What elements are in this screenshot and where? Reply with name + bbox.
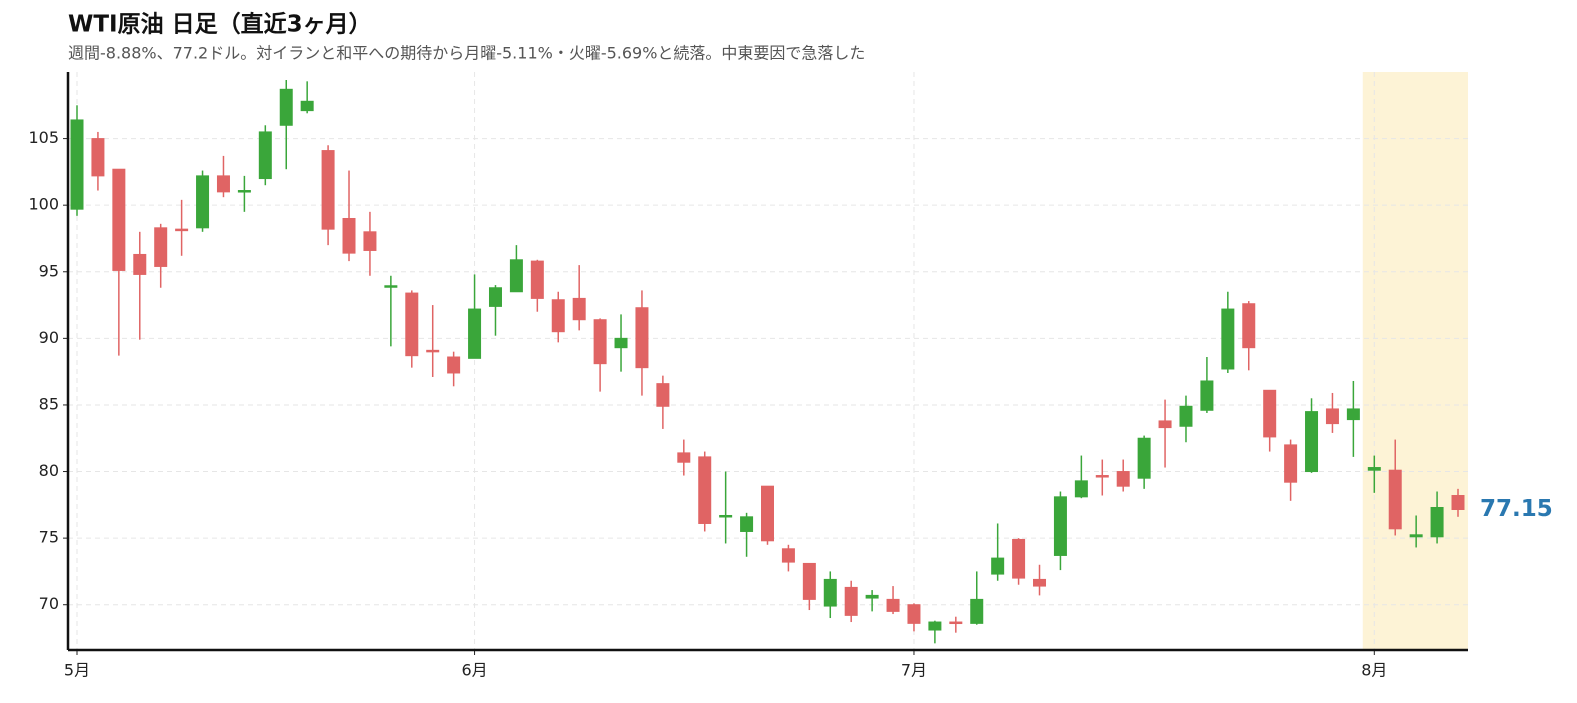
- candle-body: [509, 259, 523, 293]
- candle-body: [1158, 420, 1172, 429]
- candle-body: [468, 308, 482, 359]
- candle-body: [551, 299, 565, 333]
- candle-body: [91, 138, 105, 177]
- candle-body: [719, 514, 733, 518]
- candle-body: [823, 578, 837, 607]
- y-tick-label: 80: [39, 461, 59, 480]
- candle-body: [928, 621, 942, 631]
- candle-body: [1179, 405, 1193, 427]
- x-tick-label: 8月: [1361, 661, 1387, 680]
- y-tick-label: 95: [39, 261, 59, 280]
- x-tick-label: 7月: [901, 661, 927, 680]
- candle-body: [154, 227, 168, 267]
- candle-body: [196, 175, 210, 229]
- candle-body: [1284, 444, 1298, 483]
- candle-body: [321, 150, 335, 230]
- candle-body: [949, 621, 963, 625]
- candle-body: [70, 119, 84, 210]
- candle-body: [342, 217, 356, 254]
- candle-body: [216, 175, 230, 193]
- x-tick-label: 6月: [461, 661, 487, 680]
- candle-body: [991, 557, 1005, 575]
- candle-body: [886, 598, 900, 612]
- candle-body: [1242, 303, 1256, 349]
- candle-body: [844, 586, 858, 616]
- candle-body: [614, 337, 628, 349]
- candle-body: [1305, 411, 1319, 473]
- candle-body: [1430, 506, 1444, 538]
- candle-body: [593, 319, 607, 365]
- candle-body: [300, 100, 314, 112]
- candle-body: [572, 297, 586, 321]
- candle-body: [258, 131, 272, 180]
- candle-body: [405, 292, 419, 357]
- candle-body: [740, 516, 754, 532]
- candle-body: [1116, 471, 1130, 487]
- candle-body: [279, 88, 293, 126]
- candle-body: [363, 231, 377, 251]
- candle-body: [781, 548, 795, 563]
- candle-body: [1451, 495, 1465, 510]
- y-tick-label: 100: [28, 195, 59, 214]
- candle-body: [970, 598, 984, 624]
- x-tick-label: 5月: [64, 661, 90, 680]
- candle-body: [426, 349, 440, 353]
- candle-body: [802, 562, 816, 600]
- candle-body: [1053, 496, 1067, 556]
- chart-subtitle: 週間-8.88%、77.2ドル。対イランと和平への期待から月曜-5.11%・火曜…: [68, 44, 865, 63]
- candle-body: [677, 452, 691, 463]
- y-tick-label: 70: [39, 594, 59, 613]
- candle-body: [488, 287, 502, 307]
- candle-body: [1325, 408, 1339, 425]
- y-tick-label: 90: [39, 328, 59, 347]
- candle-body: [1409, 534, 1423, 538]
- candle-body: [447, 356, 461, 374]
- candle-body: [1012, 538, 1026, 579]
- y-tick-label: 75: [39, 528, 59, 547]
- candle-body: [384, 285, 398, 288]
- candle-body: [530, 260, 544, 299]
- candle-body: [1346, 408, 1360, 421]
- chart-title: WTI原油 日足（直近3ヶ月）: [68, 11, 372, 38]
- highlight-band: [1362, 72, 1468, 650]
- candle-body: [761, 485, 774, 542]
- candle-body: [112, 168, 126, 271]
- candle-body: [1033, 578, 1047, 587]
- candle-body: [1388, 469, 1402, 530]
- candle-body: [1221, 308, 1235, 370]
- candle-body: [133, 253, 147, 275]
- candle-body: [656, 383, 670, 407]
- candle-body: [698, 456, 712, 524]
- candle-body: [237, 190, 251, 193]
- candle-body: [635, 307, 649, 369]
- y-tick-label: 85: [39, 394, 59, 413]
- candle-body: [1263, 389, 1277, 438]
- candle-body: [1074, 480, 1088, 498]
- candle-body: [865, 594, 879, 599]
- candle-body: [1095, 475, 1109, 478]
- candle-body: [907, 604, 921, 624]
- candle-body: [175, 228, 189, 232]
- y-tick-label: 105: [28, 128, 59, 147]
- last-value-label: 77.15: [1480, 496, 1553, 522]
- candle-body: [1200, 380, 1214, 411]
- candle-body: [1137, 437, 1151, 479]
- candle-body: [1367, 467, 1381, 471]
